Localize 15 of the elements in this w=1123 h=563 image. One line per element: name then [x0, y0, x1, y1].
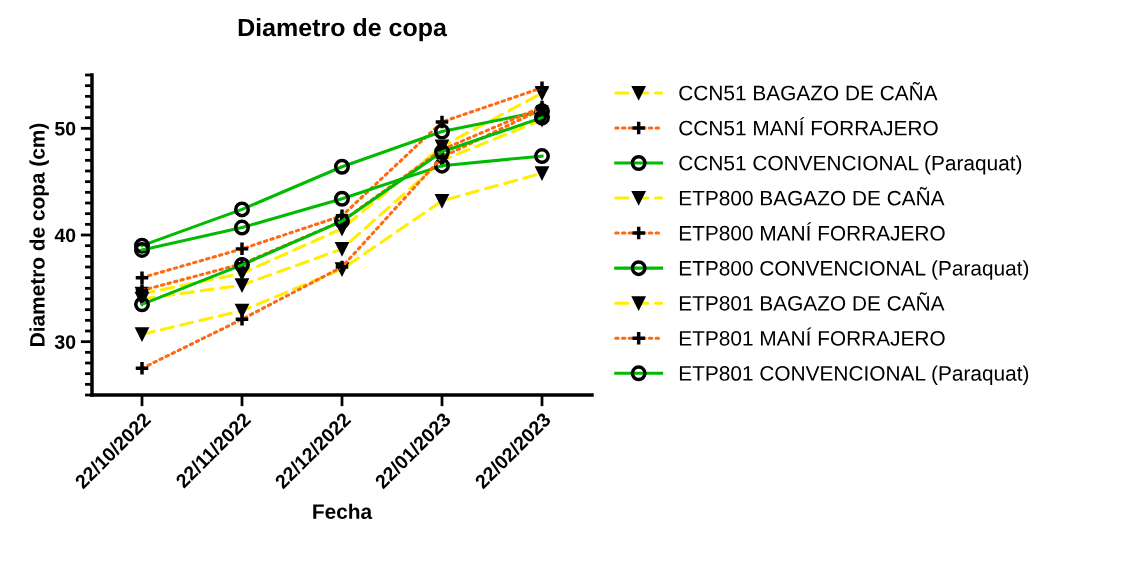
legend-label: ETP801 MANÍ FORRAJERO [679, 327, 945, 346]
legend-label: ETP800 MANÍ FORRAJERO [679, 222, 945, 241]
y-tick-label: 40 [54, 228, 76, 243]
x-axis-title: Fecha [313, 503, 373, 520]
y-tick-label: 30 [54, 335, 76, 349]
legend-label: ETP801 BAGAZO DE CAÑA [679, 292, 945, 311]
legend-label: CCN51 BAGAZO DE CAÑA [679, 81, 938, 101]
legend-label: ETP801 CONVENCIONAL (Paraquat) [679, 365, 1029, 385]
y-axis-title: Diametro de copa (cm) [29, 123, 49, 346]
legend-label: CCN51 CONVENCIONAL (Paraquat) [679, 155, 1022, 175]
legend-label: ETP800 BAGAZO DE CAÑA [679, 187, 945, 206]
y-tick-label: 50 [55, 121, 76, 136]
legend-label: ETP800 CONVENCIONAL (Paraquat) [679, 260, 1029, 280]
chart-title: Diametro de copa [238, 17, 448, 42]
legend-label: CCN51 MANÍ FORRAJERO [679, 117, 938, 136]
